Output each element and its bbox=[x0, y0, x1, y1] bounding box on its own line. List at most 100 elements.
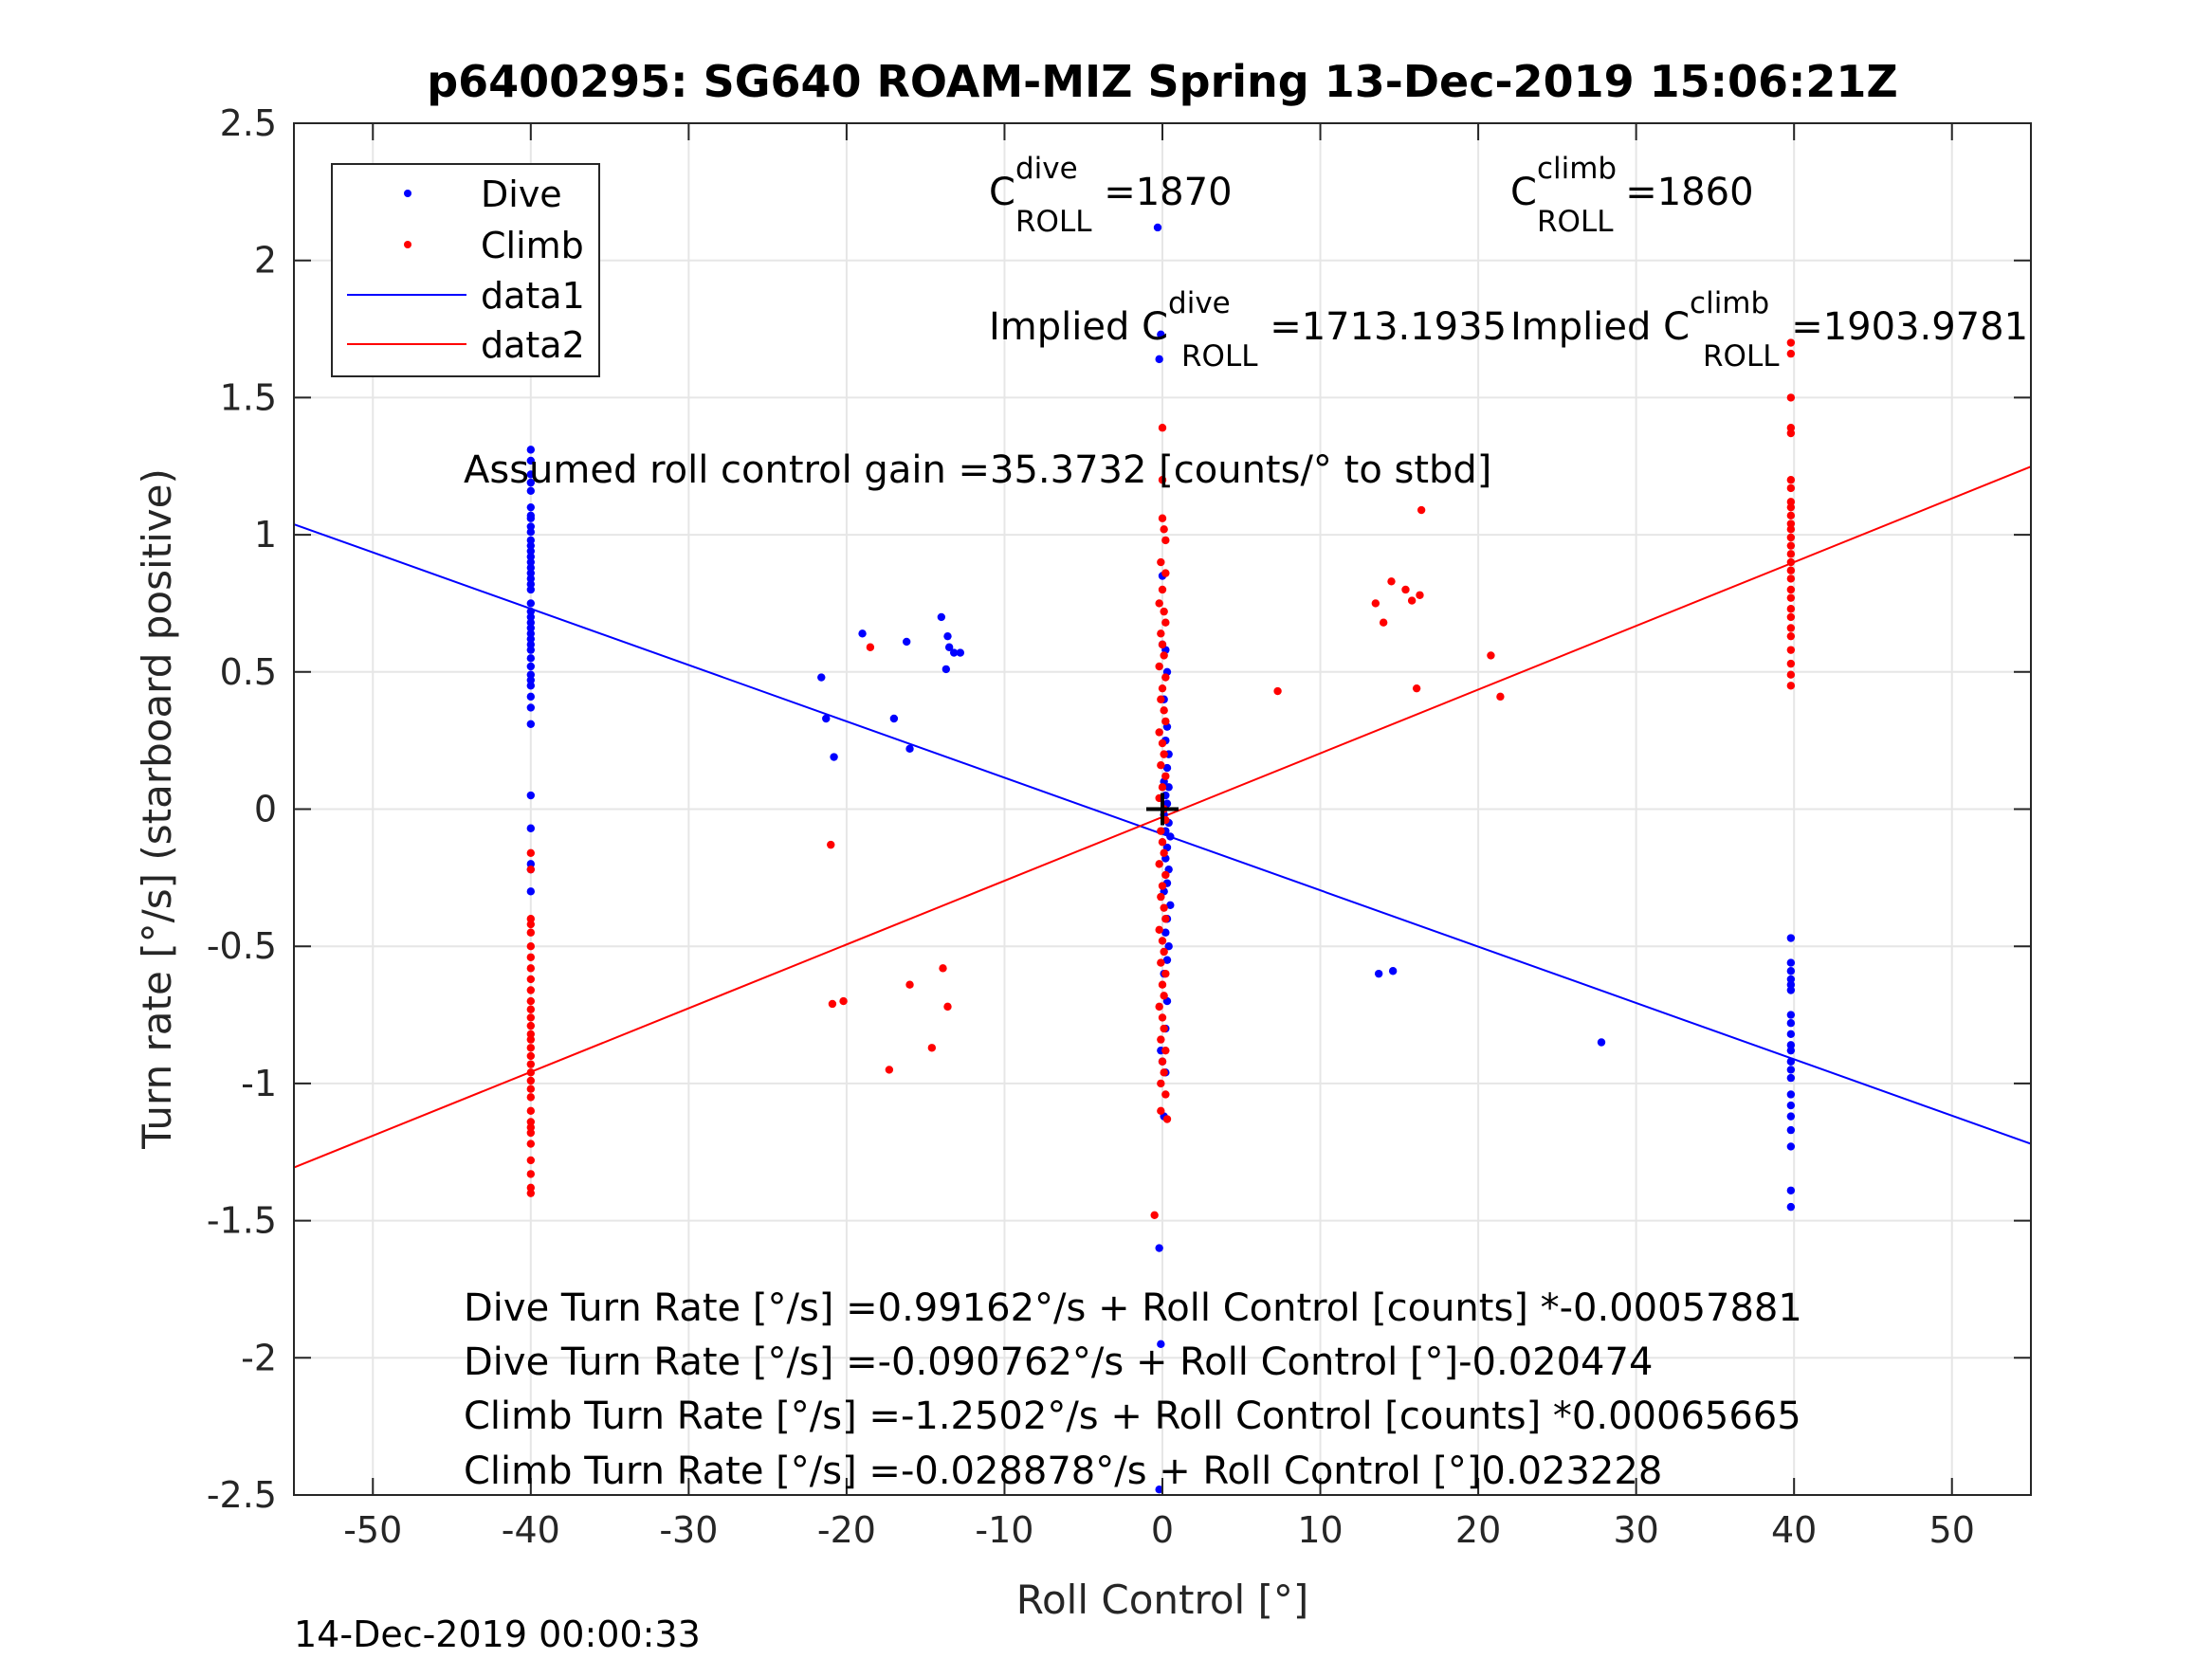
dive-point bbox=[1786, 934, 1796, 942]
dive-point bbox=[526, 640, 536, 649]
climb-point bbox=[1786, 659, 1796, 668]
dive-point bbox=[526, 618, 536, 627]
climb-point bbox=[526, 1076, 536, 1085]
dive-point bbox=[1786, 967, 1796, 975]
climb-point bbox=[1786, 557, 1796, 567]
climb-point bbox=[526, 1170, 536, 1178]
dive-point bbox=[1166, 832, 1175, 841]
dive-point bbox=[526, 557, 536, 567]
climb-point bbox=[905, 980, 914, 989]
legend-climb-label: Climb bbox=[481, 225, 584, 266]
climb-point bbox=[1786, 520, 1796, 528]
dive-point bbox=[1153, 223, 1162, 232]
climb-point bbox=[1157, 1035, 1165, 1044]
climb-point bbox=[1161, 618, 1170, 627]
climb-point bbox=[1786, 541, 1796, 550]
climb-point bbox=[1786, 585, 1796, 594]
climb-point bbox=[1157, 892, 1165, 902]
climb-point bbox=[526, 915, 536, 923]
dive-point bbox=[1155, 355, 1163, 364]
climb-point bbox=[1786, 574, 1796, 583]
x-tick-label: -30 bbox=[659, 1509, 718, 1551]
dive-point bbox=[526, 456, 536, 465]
dive-point bbox=[905, 744, 914, 754]
climb-point bbox=[526, 1118, 536, 1126]
climb-point bbox=[1162, 1115, 1172, 1123]
dive-point bbox=[822, 714, 831, 723]
dive-point bbox=[526, 541, 536, 550]
dive-point bbox=[1786, 1066, 1796, 1074]
climb-point bbox=[526, 953, 536, 961]
climb-point bbox=[839, 996, 848, 1006]
dive-point bbox=[1786, 1011, 1796, 1019]
climb-point bbox=[939, 964, 947, 973]
climb-point bbox=[1160, 992, 1168, 1000]
climb-point bbox=[1786, 533, 1796, 542]
climb-point bbox=[1158, 476, 1167, 484]
climb-equation-degrees: Climb Turn Rate [°/s] =-0.028878°/s + Ro… bbox=[464, 1449, 1662, 1493]
dive-point bbox=[526, 574, 536, 583]
climb-point bbox=[1371, 599, 1380, 608]
climb-point bbox=[526, 1030, 536, 1039]
climb-point bbox=[1160, 525, 1168, 534]
dive-point bbox=[526, 569, 536, 577]
origin-marker bbox=[1146, 793, 1179, 826]
climb-point bbox=[1786, 483, 1796, 493]
dive-point bbox=[526, 634, 536, 644]
c-dive-annotation: Cdive ROLL =1870 bbox=[989, 152, 1233, 239]
dive-point bbox=[526, 446, 536, 454]
dive-point bbox=[1786, 1125, 1796, 1135]
climb-point bbox=[526, 1085, 536, 1093]
climb-point bbox=[1158, 514, 1167, 522]
climb-point bbox=[526, 848, 536, 858]
climb-point bbox=[1161, 915, 1170, 923]
dive-point bbox=[526, 579, 536, 589]
dive-point bbox=[1786, 1112, 1796, 1121]
climb-point bbox=[1158, 640, 1167, 649]
climb-point bbox=[1786, 593, 1796, 602]
dive-point bbox=[1597, 1038, 1606, 1047]
climb-point bbox=[927, 1044, 937, 1052]
climb-point bbox=[1161, 673, 1170, 682]
y-tick-label: 1.5 bbox=[220, 376, 277, 418]
legend: Dive Climb data1 data2 bbox=[331, 163, 600, 377]
dive-point bbox=[1388, 967, 1398, 975]
dive-point bbox=[1786, 1041, 1796, 1049]
climb-point bbox=[1161, 569, 1170, 577]
climb-point bbox=[1387, 577, 1396, 586]
climb-point bbox=[1786, 624, 1796, 632]
y-axis-label: Turn rate [°/s] (starboard positive) bbox=[134, 468, 180, 1150]
climb-point bbox=[1160, 651, 1168, 660]
climb-point bbox=[526, 1021, 536, 1030]
dive-point bbox=[943, 631, 952, 641]
climb-point bbox=[1786, 670, 1796, 679]
dive-point bbox=[526, 563, 536, 573]
climb-equation-counts: Climb Turn Rate [°/s] =-1.2502°/s + Roll… bbox=[464, 1395, 1801, 1438]
y-tick-label: 2 bbox=[254, 240, 277, 282]
dive-point bbox=[526, 607, 536, 616]
dive-point bbox=[1786, 980, 1796, 989]
climb-point bbox=[1401, 585, 1410, 594]
chart-title: p6400295: SG640 ROAM-MIZ Spring 13-Dec-2… bbox=[427, 56, 1898, 107]
climb-point bbox=[1157, 958, 1165, 967]
dive-point bbox=[1786, 1030, 1796, 1039]
climb-point bbox=[1786, 424, 1796, 432]
dive-point bbox=[949, 648, 959, 657]
dive-point bbox=[1161, 928, 1170, 937]
climb-point bbox=[526, 942, 536, 951]
x-tick-label: -20 bbox=[817, 1509, 876, 1551]
dive-point bbox=[526, 670, 536, 679]
climb-point bbox=[1161, 717, 1170, 726]
climb-point bbox=[1155, 1002, 1163, 1012]
climb-point bbox=[1786, 646, 1796, 654]
climb-point bbox=[1157, 827, 1165, 835]
dive-point bbox=[1786, 1142, 1796, 1151]
c-climb-annotation: Cclimb ROLL =1860 bbox=[1510, 152, 1754, 239]
climb-point bbox=[526, 1035, 536, 1044]
gain-annotation: Assumed roll control gain =35.3732 [coun… bbox=[464, 448, 1491, 492]
dive-point bbox=[1786, 1090, 1796, 1099]
climb-point bbox=[1786, 498, 1796, 506]
y-tick-label: 0.5 bbox=[220, 651, 277, 693]
dive-point bbox=[526, 547, 536, 556]
